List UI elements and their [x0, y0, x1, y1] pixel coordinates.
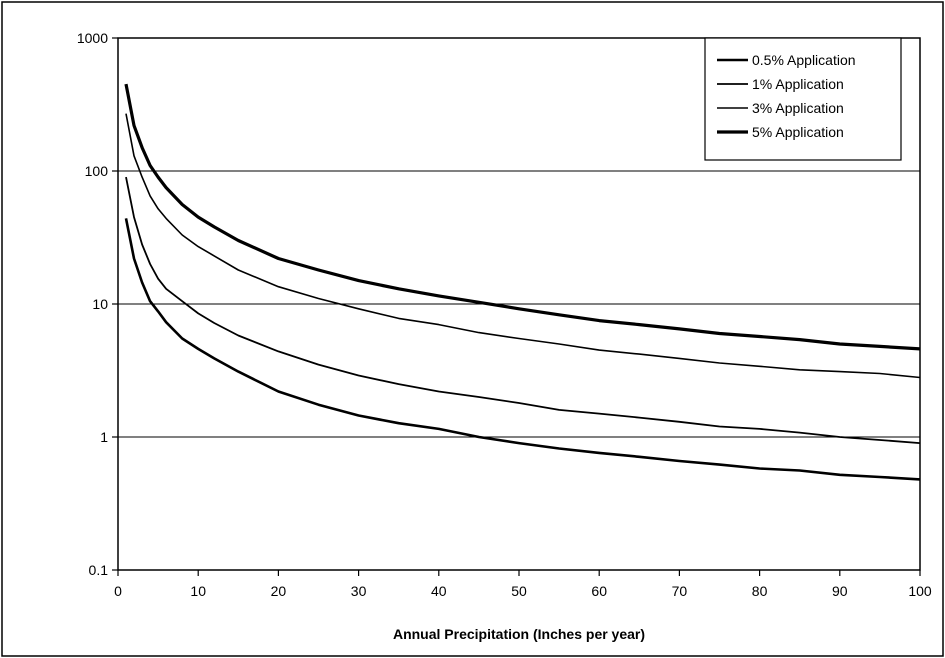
legend-entry: 3% Application [752, 100, 844, 116]
legend: 0.5% Application 1% Application 3% Applica… [704, 37, 902, 161]
legend-box [704, 37, 902, 161]
x-tick-label: 50 [511, 583, 527, 599]
x-tick-label: 60 [591, 583, 607, 599]
series-lines [124, 83, 921, 481]
x-axis-ticks: 0 10 20 30 40 50 60 70 80 90 100 [114, 570, 932, 599]
legend-entry: 5% Application [752, 124, 844, 140]
x-tick-label: 90 [832, 583, 848, 599]
x-tick-label: 40 [431, 583, 447, 599]
x-tick-label: 100 [908, 583, 932, 599]
legend-entry: 1% Application [752, 76, 844, 92]
x-tick-label: 80 [752, 583, 768, 599]
series-line-2 [125, 176, 921, 444]
x-tick-label: 20 [271, 583, 287, 599]
x-tick-label: 30 [351, 583, 367, 599]
x-axis-label: Annual Precipitation (Inches per year) [393, 626, 645, 642]
x-tick-label: 0 [114, 583, 122, 599]
legend-entry: 0.5% Application [752, 52, 856, 68]
x-tick-label: 70 [672, 583, 688, 599]
y-tick-label: 100 [85, 163, 109, 179]
y-tick-label: 1000 [77, 30, 108, 46]
x-tick-label: 10 [190, 583, 206, 599]
y-tick-label: 0.1 [89, 562, 109, 578]
y-axis-ticks: 0.1 1 10 100 1000 [77, 30, 118, 578]
series-line-4 [124, 83, 921, 351]
y-tick-label: 10 [92, 296, 108, 312]
y-tick-label: 1 [100, 429, 108, 445]
series-line-3 [125, 113, 921, 379]
gridlines [118, 170, 920, 438]
series-line-1 [124, 218, 921, 481]
